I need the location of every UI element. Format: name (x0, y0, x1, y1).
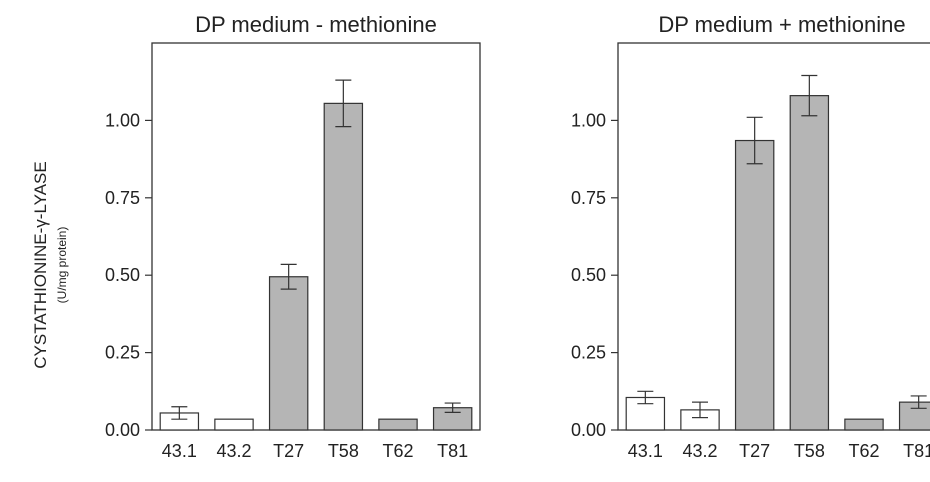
plot-frame-left (151, 42, 481, 431)
y-axis-unit: (U/mg protein) (55, 227, 69, 304)
x-tick-label: T62 (848, 441, 879, 461)
bar-T58 (323, 102, 364, 431)
y-axis-label-group: CYSTATHIONINE-γ-LYASE (U/mg protein) (31, 161, 69, 369)
y-tick-label: 0.75 (571, 188, 606, 208)
y-tick-label: 1.00 (571, 110, 606, 130)
bar-T62 (378, 418, 418, 431)
y-axis-label: CYSTATHIONINE-γ-LYASE (31, 161, 50, 369)
chart-title-left: DP medium - methionine (195, 12, 437, 37)
bar-T58 (789, 95, 830, 431)
y-tick-label: 0.00 (571, 420, 606, 440)
x-tick-label: T27 (273, 441, 304, 461)
x-tick-label: T27 (739, 441, 770, 461)
y-tick-label: 0.00 (105, 420, 140, 440)
y-tick-label: 0.75 (105, 188, 140, 208)
y-tick-label: 0.50 (571, 265, 606, 285)
bar-T27 (268, 276, 309, 431)
y-tick-label: 0.25 (105, 343, 140, 363)
bar-T81 (898, 401, 930, 431)
y-tick-label: 0.50 (105, 265, 140, 285)
bar-43.2 (214, 418, 254, 431)
bar-T27 (734, 139, 775, 431)
chart-panel-right: DP medium + methionine 0.00 0.25 0.50 0.75 1… (571, 12, 930, 461)
x-tick-label: 43.2 (216, 441, 251, 461)
x-tick-label: T58 (794, 441, 825, 461)
chart-panel-left: DP medium - methionine 0.00 0.25 0.50 0.75 1… (105, 12, 481, 461)
plot-frame-right (617, 42, 930, 431)
x-tick-label: T58 (328, 441, 359, 461)
x-tick-label: T62 (382, 441, 413, 461)
x-tick-label: 43.1 (162, 441, 197, 461)
x-tick-label: T81 (903, 441, 930, 461)
x-tick-label: 43.1 (628, 441, 663, 461)
y-tick-label: 1.00 (105, 110, 140, 130)
chart-title-right: DP medium + methionine (658, 12, 905, 37)
x-tick-label: 43.2 (682, 441, 717, 461)
y-tick-label: 0.25 (571, 343, 606, 363)
x-tick-label: T81 (437, 441, 468, 461)
bar-T62 (844, 418, 884, 431)
